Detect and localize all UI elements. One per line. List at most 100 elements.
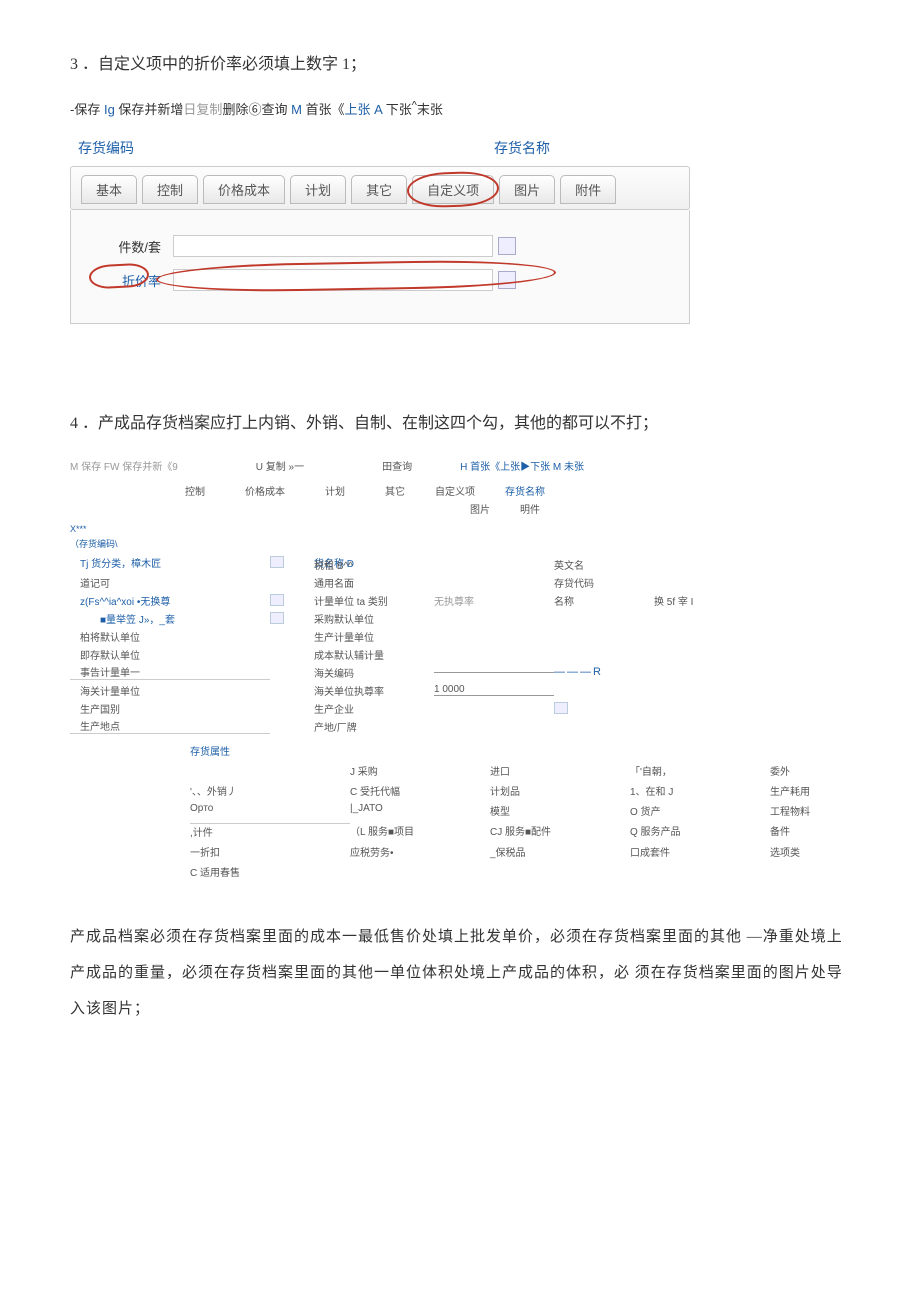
form-panel: 件数/套 折价率 [70,210,690,324]
r8c: 1 0000 [434,684,554,696]
r3e: 换 5f 宰 I [654,593,693,608]
tb1-lg: Ig [104,102,115,117]
g11: C 受托代幅 [350,783,490,798]
row2-label: 折价率 [91,271,161,290]
g13: 1、在和 J [630,783,770,798]
row1-picker-icon[interactable] [498,237,516,255]
section4-title: 4 ．产成品存货档案应打上内销、外销、自制、在制这四个勾，其他的都可以不打； [70,409,850,433]
picker-icon[interactable] [270,594,284,606]
g44: 选项类 [770,844,870,859]
screenshot1: 存货编码 存货名称 基本 控制 价格成本 计划 其它 自定义项 图片 附件 件数… [70,138,850,324]
tb2-c: 田查询 [382,458,412,473]
r3b: 计量单位 ta 类别 [314,593,434,608]
label-code: 存货编码 [78,138,134,158]
g43: 口成套件 [630,844,770,859]
g03: 「'自朝， [630,763,770,778]
r8b: 海关单位执尊率 [314,683,434,698]
h-f: 存货名称 [505,483,545,498]
row2-picker-icon[interactable] [498,271,516,289]
h-b[interactable]: 价格成本 [245,483,285,498]
row1-label: 件数/套 [91,237,161,256]
r5a: 柏将默认单位 [70,629,270,644]
tab-image[interactable]: 图片 [499,175,555,204]
tb1-f: 末张 [417,102,443,117]
g32: CJ 服务■配件 [490,823,630,839]
tab-attach[interactable]: 附件 [560,175,616,204]
tb2-d: H 首张《上张▶下张 M 未张 [460,458,584,473]
h-a[interactable]: 控制 [185,483,205,498]
g20: Opто [190,803,350,818]
h-h[interactable]: 明件 [520,501,540,516]
h-c[interactable]: 计划 [325,483,345,498]
g40: 一折扣 [190,844,350,859]
r9b: 生产企业 [314,701,434,716]
g33: Q 服务产品 [630,823,770,839]
paragraph: 产成品档案必须在存货档案里面的成本一最低售价处填上批发单价，必须在存货档案里面的… [70,919,850,1027]
picker-icon[interactable] [270,556,284,568]
r10b: 产地/厂牌 [314,719,434,734]
r1c: 英文名 [554,557,634,572]
r3a: z(Fs^^ia^xoi •无换尊 [70,593,270,608]
tabs: 基本 控制 价格成本 计划 其它 自定义项 图片 附件 [70,166,690,210]
tab-control[interactable]: 控制 [142,175,198,204]
h-g[interactable]: 图片 [470,501,490,516]
g41: 应税劳务• [350,844,490,859]
toolbar1: -保存 Ig 保存并新增日复制删除⑥查询 M 首张《上张 A 下张^末张 [70,99,850,118]
g21: |_JATO [350,803,490,818]
h-e[interactable]: 自定义项 [435,483,475,498]
picker-icon[interactable] [554,702,568,714]
lnk1: X*** [70,524,850,534]
tab-plan[interactable]: 计划 [290,175,346,204]
g30: ,计件 [190,823,350,839]
g31: （L 服务■项目 [350,823,490,839]
g24: 工程物料 [770,803,870,818]
g23: O 货产 [630,803,770,818]
screenshot2: M 保存 FW 保存并新《9 U 复制 »一 田查询 H 首张《上张▶下张 M … [70,458,850,879]
g10: '、、外销丿 [190,783,350,798]
tab-basic[interactable]: 基本 [81,175,137,204]
section3-title: 3 ．自定义项中的折价率必须填上数字 1； [70,50,850,74]
tab-price[interactable]: 价格成本 [203,175,285,204]
g34: 备件 [770,823,870,839]
g42: _保税品 [490,844,630,859]
g52 [490,864,630,879]
r8a: 海关计量单位 [70,683,270,698]
header-row2: 控制 价格成本 计划 其它 自定义项 存货名称 [70,483,850,498]
tb1-a: -保存 [70,102,104,117]
r6b: 成本默认辅计量 [314,647,434,662]
r1a: Tj 货分类，樟木匠 [70,555,270,570]
label-name: 存货名称 [494,138,550,158]
tb1-A: 上张 A [345,102,386,117]
tb1-d: 首张《 [302,102,345,117]
attr-grid: J 采购进口「'自朝，委外 '、、外销丿C 受托代幅计划品1、在和 J生产耗用 … [70,763,850,879]
g51 [350,864,490,879]
g01: J 采购 [350,763,490,778]
g22: 模型 [490,803,630,818]
r3d: 名称 [554,593,654,608]
g04: 委外 [770,763,870,778]
r5b: 生产计量单位 [314,629,434,644]
g14: 生产耗用 [770,783,870,798]
r10a: 生产地点 [70,718,270,734]
tb1-g1: 日复制 [183,102,222,117]
row1-input[interactable] [173,235,493,257]
tb2-b: U 复制 »一 [256,458,304,473]
tb2-a: M 保存 FW 保存并新《9 [70,458,178,473]
r4b: 采购默认单位 [314,611,434,626]
row2-input[interactable] [173,269,493,291]
picker-icon[interactable] [270,612,284,624]
r1b: 税租 B^^ [314,557,434,572]
h-d[interactable]: 其它 [385,483,405,498]
tab-custom[interactable]: 自定义项 [412,175,494,204]
tab-other[interactable]: 其它 [351,175,407,204]
g53 [630,864,770,879]
r2a: 道记可 [70,575,270,590]
g54 [770,864,870,879]
r4a: ■量举笠 J»，_套 [70,611,270,626]
tb1-b: 保存并新增 [115,102,184,117]
g02: 进口 [490,763,630,778]
g12: 计划品 [490,783,630,798]
r7b: 海关编码 [314,665,434,680]
lnk2: （存货编码\ [70,537,850,550]
r9a: 生产国别 [70,701,270,716]
